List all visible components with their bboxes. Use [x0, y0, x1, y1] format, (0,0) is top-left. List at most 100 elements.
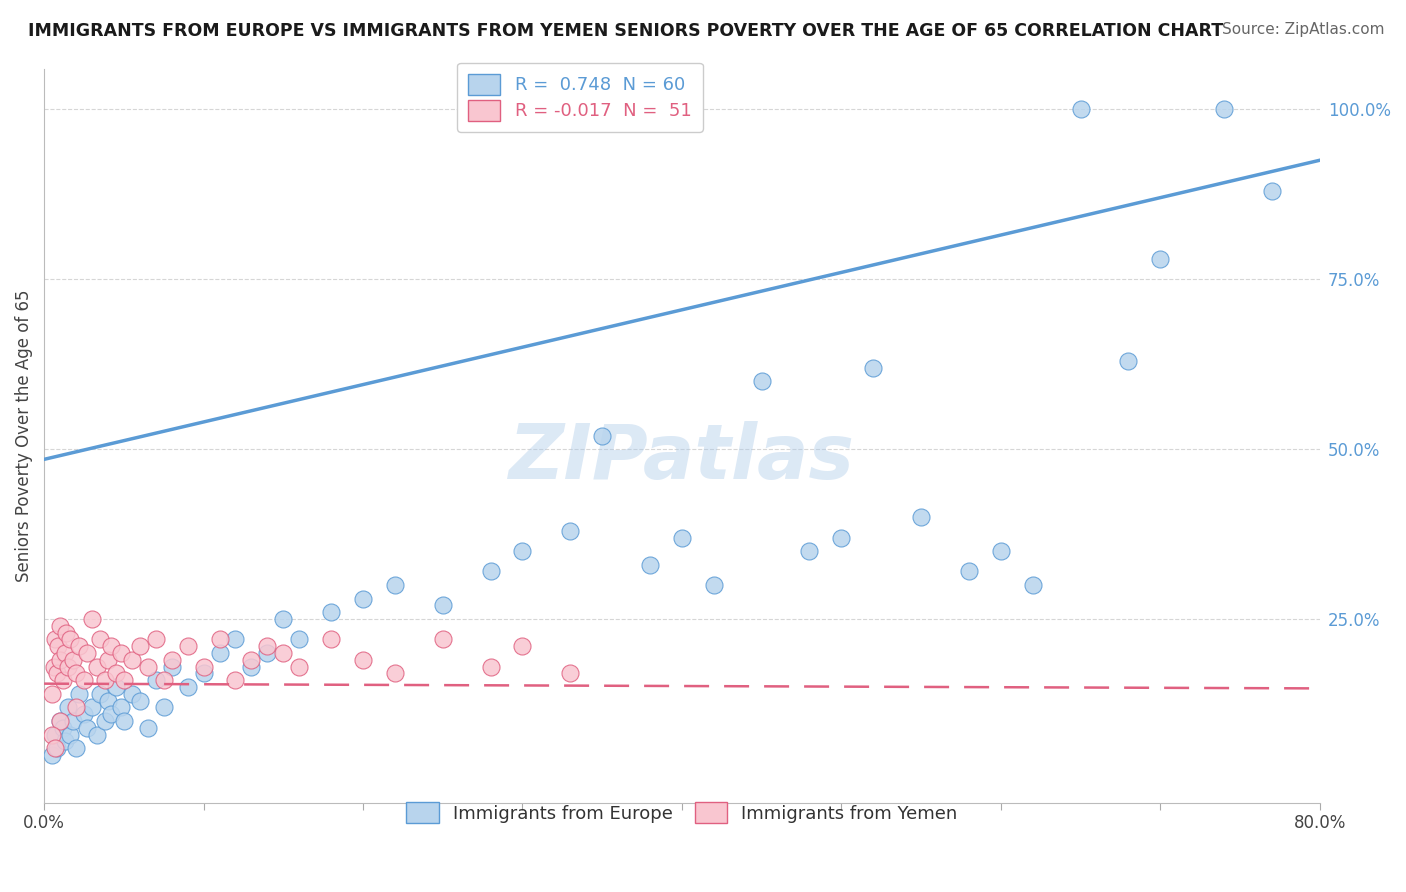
Legend: Immigrants from Europe, Immigrants from Yemen: Immigrants from Europe, Immigrants from … — [395, 791, 969, 834]
Point — [990, 544, 1012, 558]
Point — [100, 640, 122, 654]
Point — [44, 741, 66, 756]
Point — [112, 714, 135, 728]
Point — [56, 700, 79, 714]
Point — [152, 700, 174, 714]
Point — [44, 632, 66, 647]
Point — [1213, 103, 1236, 117]
Text: IMMIGRANTS FROM EUROPE VS IMMIGRANTS FROM YEMEN SENIORS POVERTY OVER THE AGE OF : IMMIGRANTS FROM EUROPE VS IMMIGRANTS FRO… — [28, 22, 1223, 40]
Point — [176, 640, 198, 654]
Point — [145, 673, 167, 688]
Point — [799, 544, 821, 558]
Point — [86, 659, 108, 673]
Point — [55, 625, 77, 640]
Point — [193, 659, 215, 673]
Point — [41, 747, 63, 762]
Point — [65, 666, 87, 681]
Point — [224, 632, 246, 647]
Text: Source: ZipAtlas.com: Source: ZipAtlas.com — [1222, 22, 1385, 37]
Point — [89, 632, 111, 647]
Text: ZIPatlas: ZIPatlas — [509, 421, 855, 494]
Point — [193, 666, 215, 681]
Point — [479, 659, 502, 673]
Point — [62, 653, 84, 667]
Point — [59, 728, 82, 742]
Point — [41, 728, 63, 742]
Point — [136, 659, 159, 673]
Point — [89, 687, 111, 701]
Y-axis label: Seniors Poverty Over the Age of 65: Seniors Poverty Over the Age of 65 — [15, 289, 32, 582]
Point — [121, 687, 143, 701]
Point — [256, 640, 278, 654]
Point — [862, 360, 884, 375]
Point — [432, 632, 454, 647]
Point — [830, 531, 852, 545]
Point — [67, 640, 90, 654]
Point — [45, 741, 67, 756]
Point — [479, 565, 502, 579]
Point — [176, 680, 198, 694]
Point — [1069, 103, 1091, 117]
Point — [93, 673, 115, 688]
Point — [240, 659, 263, 673]
Point — [128, 640, 150, 654]
Point — [104, 666, 127, 681]
Point — [53, 646, 76, 660]
Point — [80, 700, 103, 714]
Point — [65, 700, 87, 714]
Point — [319, 632, 342, 647]
Point — [432, 599, 454, 613]
Point — [1261, 184, 1284, 198]
Point — [44, 728, 66, 742]
Point — [110, 700, 132, 714]
Point — [1118, 353, 1140, 368]
Point — [671, 531, 693, 545]
Point — [45, 666, 67, 681]
Point — [288, 632, 311, 647]
Point — [86, 728, 108, 742]
Point — [56, 659, 79, 673]
Point — [112, 673, 135, 688]
Point — [104, 680, 127, 694]
Point — [80, 612, 103, 626]
Point — [160, 659, 183, 673]
Point — [271, 612, 294, 626]
Point — [59, 632, 82, 647]
Point — [49, 653, 72, 667]
Point — [52, 721, 75, 735]
Point — [703, 578, 725, 592]
Point — [384, 666, 406, 681]
Point — [121, 653, 143, 667]
Point — [76, 646, 98, 660]
Point — [73, 673, 96, 688]
Point — [145, 632, 167, 647]
Point — [288, 659, 311, 673]
Point — [48, 640, 70, 654]
Point — [512, 544, 534, 558]
Point — [53, 734, 76, 748]
Point — [152, 673, 174, 688]
Point — [256, 646, 278, 660]
Point — [957, 565, 980, 579]
Point — [224, 673, 246, 688]
Point — [97, 653, 120, 667]
Point — [65, 741, 87, 756]
Point — [41, 687, 63, 701]
Point — [271, 646, 294, 660]
Point — [49, 714, 72, 728]
Point — [97, 693, 120, 707]
Point — [100, 707, 122, 722]
Point — [352, 591, 374, 606]
Point — [591, 428, 613, 442]
Point — [160, 653, 183, 667]
Point — [136, 721, 159, 735]
Point — [49, 619, 72, 633]
Point — [49, 714, 72, 728]
Point — [512, 640, 534, 654]
Point — [208, 632, 231, 647]
Point — [52, 673, 75, 688]
Point — [240, 653, 263, 667]
Point — [560, 524, 582, 538]
Point — [67, 687, 90, 701]
Point — [128, 693, 150, 707]
